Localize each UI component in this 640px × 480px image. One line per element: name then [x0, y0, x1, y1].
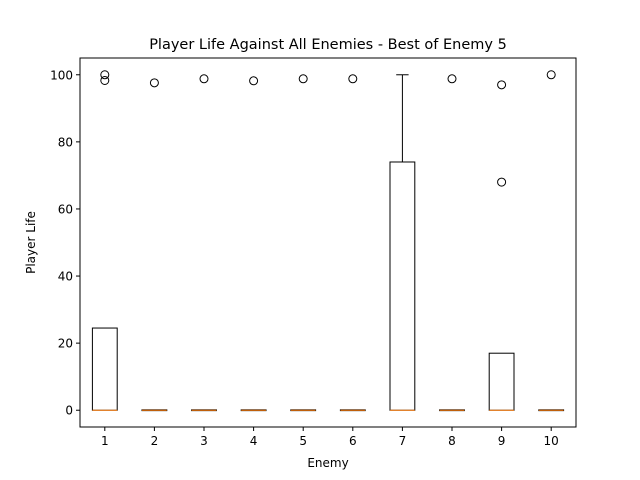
- x-tick-label: 10: [544, 434, 559, 448]
- outlier-point: [298, 74, 308, 84]
- axes-frame: [79, 57, 577, 428]
- box-group-4: [240, 76, 267, 412]
- x-tick-label: 5: [299, 434, 307, 448]
- y-tick-label: 40: [58, 270, 73, 284]
- chart-title: Player Life Against All Enemies - Best o…: [149, 37, 507, 53]
- y-tick-label: 60: [58, 202, 73, 216]
- y-tick-label: 20: [58, 337, 73, 351]
- outlier-point: [546, 70, 556, 80]
- box-rect: [488, 352, 515, 411]
- box-group-2: [141, 78, 168, 412]
- box-group-10: [538, 70, 565, 412]
- x-axis-label: Enemy: [307, 456, 348, 470]
- y-tick-label: 80: [58, 135, 73, 149]
- outlier-point: [100, 75, 110, 85]
- y-axis-label: Player Life: [24, 211, 38, 274]
- y-tick-label: 100: [50, 68, 73, 82]
- outlier-point: [249, 76, 259, 86]
- x-tick-label: 6: [349, 434, 357, 448]
- box-group-7: [389, 74, 416, 411]
- box-group-9: [488, 80, 515, 411]
- box-group-3: [191, 74, 217, 412]
- outlier-point: [348, 74, 358, 84]
- x-tick-label: 9: [498, 434, 506, 448]
- box-group-8: [439, 74, 465, 412]
- outlier-point: [447, 74, 457, 84]
- x-tick-label: 8: [448, 434, 456, 448]
- x-tick-label: 2: [151, 434, 159, 448]
- box-rect: [389, 161, 416, 411]
- box-group-1: [91, 70, 118, 411]
- outlier-point: [199, 74, 209, 84]
- outlier-point: [497, 80, 507, 90]
- y-tick-label: 0: [65, 404, 73, 418]
- x-tick-label: 4: [250, 434, 258, 448]
- plot-area: [91, 70, 565, 412]
- outlier-point: [497, 177, 507, 187]
- box-group-6: [339, 74, 366, 412]
- box-rect: [91, 327, 118, 411]
- x-tick-label: 1: [101, 434, 109, 448]
- box-group-5: [290, 74, 317, 412]
- x-tick-label: 7: [399, 434, 407, 448]
- outlier-point: [100, 70, 110, 80]
- outlier-point: [149, 78, 159, 88]
- x-tick-label: 3: [200, 434, 208, 448]
